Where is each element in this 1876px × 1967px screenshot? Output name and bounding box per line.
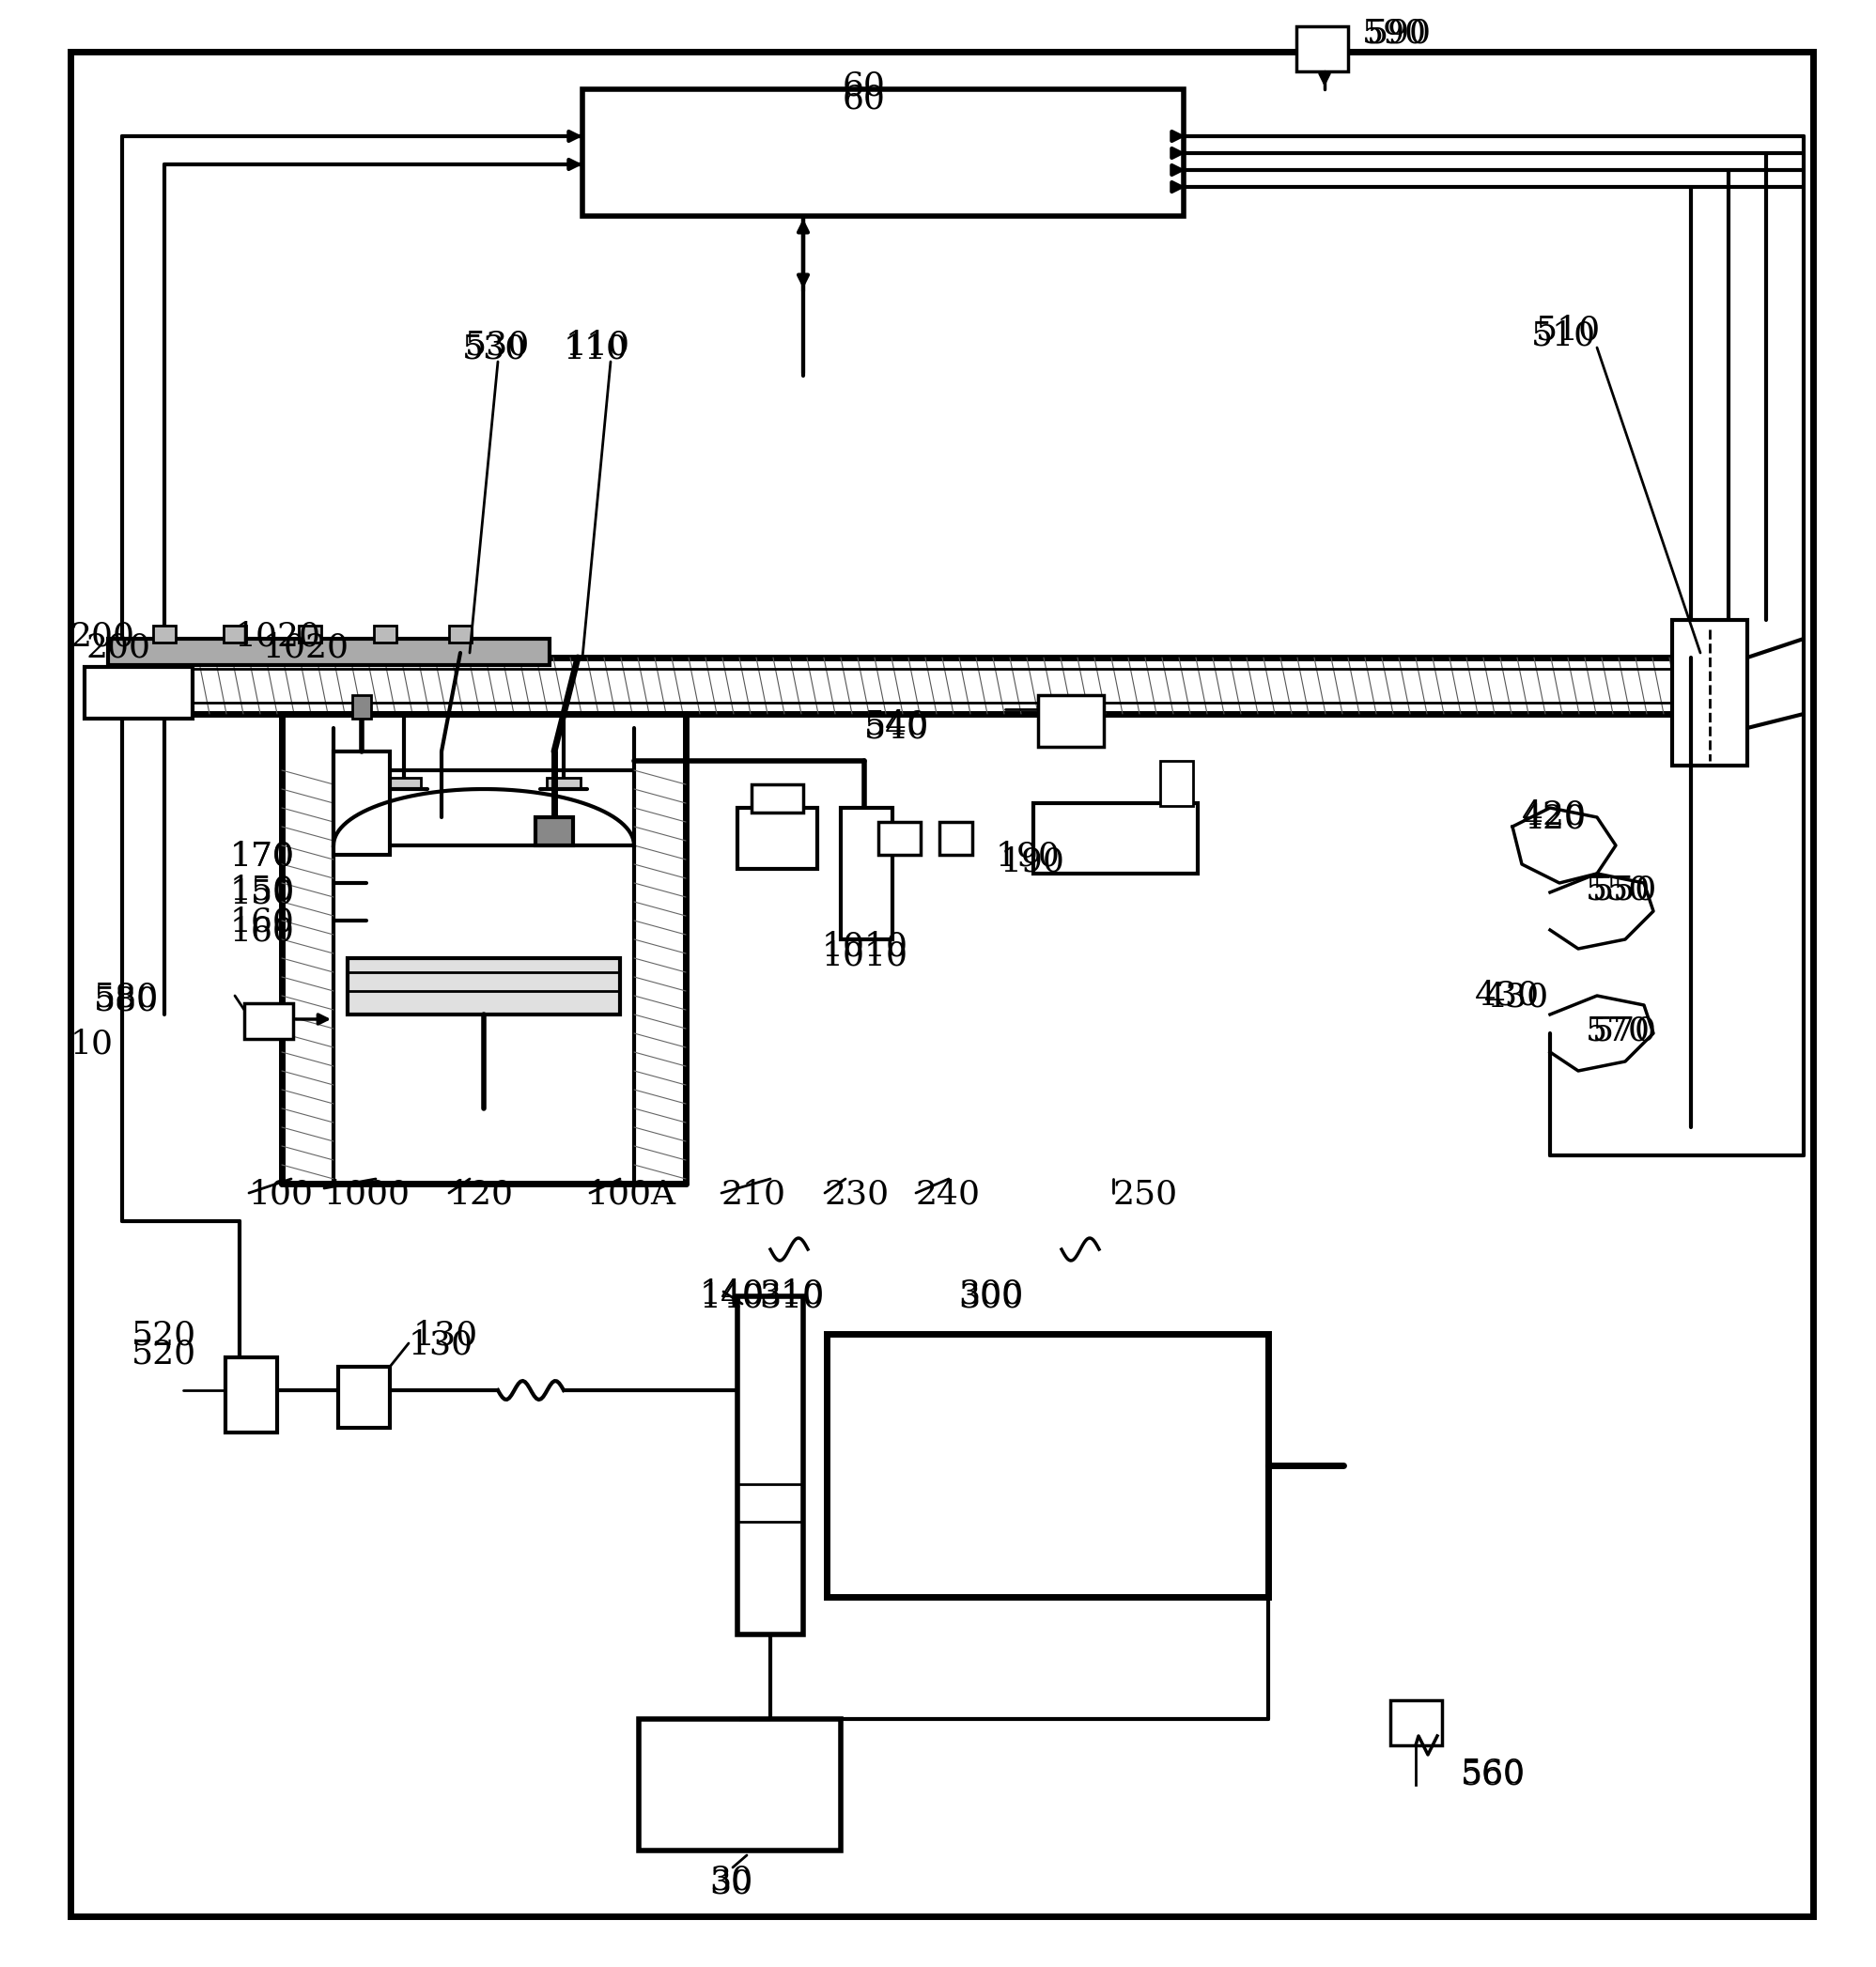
Text: 140: 140 xyxy=(700,1277,765,1310)
Text: 560: 560 xyxy=(1461,1758,1525,1790)
Text: 590: 590 xyxy=(1368,18,1431,49)
Text: 210: 210 xyxy=(722,1178,786,1212)
Bar xyxy=(154,626,176,643)
Bar xyxy=(940,822,972,856)
Text: 1010: 1010 xyxy=(822,930,908,962)
Text: 550: 550 xyxy=(1585,873,1651,905)
Bar xyxy=(1390,1699,1443,1745)
Text: 170: 170 xyxy=(231,840,295,873)
Bar xyxy=(827,1334,1268,1597)
Bar xyxy=(338,1367,390,1428)
Bar xyxy=(1672,620,1747,765)
Bar xyxy=(373,626,396,643)
Text: 420: 420 xyxy=(1521,803,1587,836)
Text: 190: 190 xyxy=(1000,846,1066,877)
Text: 200: 200 xyxy=(86,631,152,663)
Bar xyxy=(298,626,321,643)
Text: 540: 540 xyxy=(865,710,929,742)
Text: 570: 570 xyxy=(1585,1015,1651,1046)
Text: 150: 150 xyxy=(231,879,295,911)
Bar xyxy=(223,626,246,643)
Text: 230: 230 xyxy=(825,1178,889,1212)
Bar xyxy=(582,89,1184,216)
Text: 560: 560 xyxy=(1461,1757,1525,1788)
Text: 120: 120 xyxy=(448,1178,514,1212)
Text: 1020: 1020 xyxy=(263,631,349,663)
Text: 30: 30 xyxy=(709,1865,752,1896)
Text: 110: 110 xyxy=(565,328,630,360)
Text: 250: 250 xyxy=(1112,1178,1178,1212)
Text: 310: 310 xyxy=(760,1277,824,1310)
Bar xyxy=(1034,803,1197,873)
Bar xyxy=(334,751,390,856)
Bar xyxy=(737,808,818,869)
Text: 300: 300 xyxy=(959,1277,1022,1310)
Text: 60: 60 xyxy=(842,83,885,114)
Bar xyxy=(448,626,471,643)
Bar xyxy=(752,785,803,812)
Text: 520: 520 xyxy=(131,1320,197,1351)
Text: 590: 590 xyxy=(1362,18,1428,49)
Bar xyxy=(386,777,420,789)
Text: 1010: 1010 xyxy=(822,940,908,972)
Bar xyxy=(1037,694,1103,747)
Bar xyxy=(840,808,893,940)
Text: 550: 550 xyxy=(1593,873,1657,905)
Bar xyxy=(84,667,193,718)
Text: 570: 570 xyxy=(1593,1015,1657,1046)
Bar xyxy=(878,822,921,856)
Text: 30: 30 xyxy=(709,1867,752,1900)
Text: 580: 580 xyxy=(94,984,159,1017)
Bar xyxy=(535,816,572,846)
Text: 160: 160 xyxy=(231,917,295,948)
Text: 430: 430 xyxy=(1484,982,1550,1013)
Text: 520: 520 xyxy=(131,1340,197,1371)
Bar xyxy=(225,1357,278,1432)
Text: 240: 240 xyxy=(915,1178,981,1212)
Text: 540: 540 xyxy=(865,712,929,744)
Text: 310: 310 xyxy=(760,1282,824,1314)
Text: 510: 510 xyxy=(1536,315,1600,346)
Bar xyxy=(737,1296,803,1635)
Text: 580: 580 xyxy=(94,982,159,1013)
Bar xyxy=(347,958,619,1015)
Text: 110: 110 xyxy=(563,334,628,366)
Bar xyxy=(1296,26,1349,71)
Text: 130: 130 xyxy=(413,1320,478,1351)
Bar xyxy=(640,1719,840,1851)
Text: 170: 170 xyxy=(231,840,295,873)
Text: 530: 530 xyxy=(461,334,527,366)
Text: 140: 140 xyxy=(700,1282,765,1314)
Text: 530: 530 xyxy=(465,328,531,360)
Text: 190: 190 xyxy=(996,840,1060,873)
Bar xyxy=(546,777,580,789)
Text: 1020: 1020 xyxy=(234,620,321,651)
Text: 100A: 100A xyxy=(587,1178,677,1212)
Text: 160: 160 xyxy=(231,907,295,938)
Text: 60: 60 xyxy=(842,71,885,102)
Bar xyxy=(1159,761,1193,806)
Text: 420: 420 xyxy=(1521,799,1587,830)
Text: 100: 100 xyxy=(250,1178,313,1212)
Text: 300: 300 xyxy=(959,1282,1022,1314)
Bar xyxy=(353,694,371,718)
Text: 510: 510 xyxy=(1531,319,1596,352)
Text: 10: 10 xyxy=(71,1029,114,1060)
Text: 200: 200 xyxy=(71,620,135,651)
Bar xyxy=(109,639,550,665)
Bar xyxy=(244,1003,293,1039)
Text: 130: 130 xyxy=(409,1330,473,1361)
Text: 1000: 1000 xyxy=(325,1178,411,1212)
Text: 150: 150 xyxy=(231,873,295,905)
Text: 430: 430 xyxy=(1475,980,1540,1011)
